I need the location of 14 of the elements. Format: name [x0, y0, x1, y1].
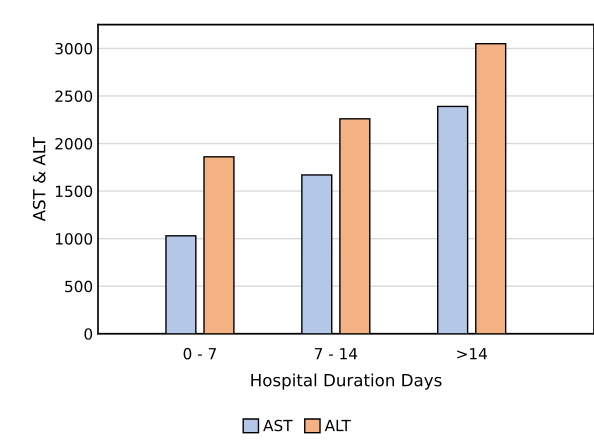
x-tick-label: 7 - 14: [314, 348, 358, 360]
y-tick-label: 500: [65, 280, 92, 292]
y-axis-title: AST & ALT: [32, 136, 46, 222]
y-tick-label: 2500: [55, 90, 92, 102]
legend-label: AST: [263, 420, 293, 432]
x-tick-label: 0 - 7: [184, 348, 216, 360]
legend-label: ALT: [324, 420, 351, 432]
x-axis-title: Hospital Duration Days: [251, 374, 442, 390]
y-tick-label: 1000: [56, 233, 92, 245]
x-tick-label: >14: [457, 348, 487, 360]
y-tick-label: 3000: [55, 42, 92, 54]
y-tick-label: 1500: [56, 186, 92, 198]
y-tick-label: 0: [84, 328, 92, 340]
y-tick-label: 2000: [55, 138, 92, 150]
